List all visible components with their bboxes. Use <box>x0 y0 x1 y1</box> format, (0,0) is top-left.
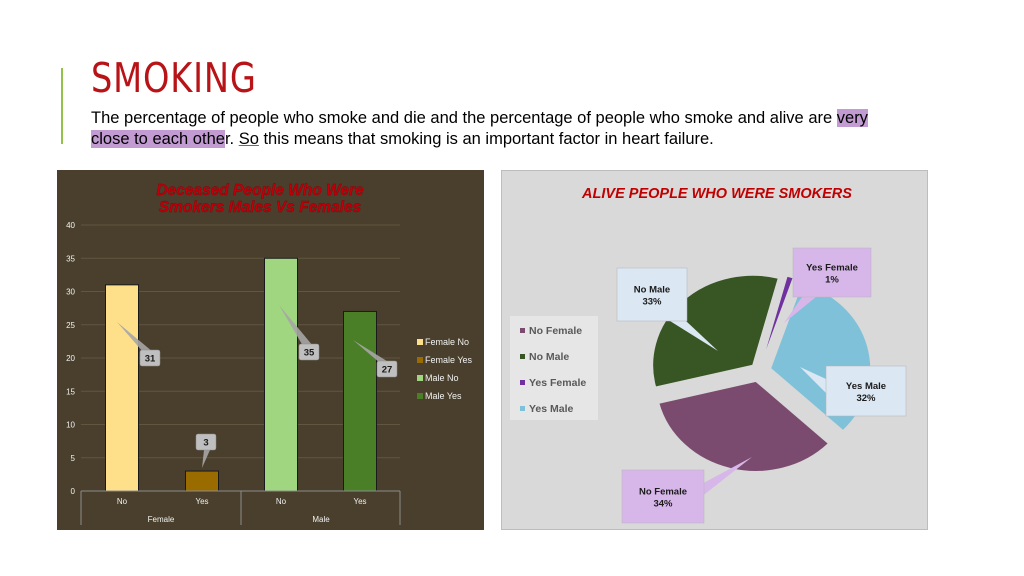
legend-entry: No Female <box>529 325 582 337</box>
pie-chart-title: ALIVE PEOPLE WHO WERE SMOKERS <box>581 186 852 202</box>
callout-name: No Female <box>639 487 687 498</box>
callout-box <box>616 267 688 322</box>
data-label-box <box>298 343 320 361</box>
y-tick-label: 35 <box>66 254 75 263</box>
callout-percent: 32% <box>856 393 876 404</box>
data-label-pointer <box>279 305 313 346</box>
pie-chart-svg: ALIVE PEOPLE WHO WERE SMOKERS No FemaleN… <box>510 186 907 524</box>
legend-entry: Female No <box>425 337 469 347</box>
y-tick-label: 15 <box>66 387 75 396</box>
y-tick-label: 40 <box>66 221 75 230</box>
x-category-label: Yes <box>353 497 366 506</box>
legend-swatch <box>417 375 423 381</box>
callout-box <box>792 247 872 298</box>
data-label-pointer <box>353 340 390 363</box>
y-tick-label: 5 <box>71 454 76 463</box>
deceased-smokers-bar-chart: Deceased People Who Were Smokers Males V… <box>57 170 484 530</box>
x-category-label: No <box>117 497 128 506</box>
x-group-label: Male <box>312 515 330 524</box>
legend-swatch <box>417 339 423 345</box>
data-label: 35 <box>304 348 315 359</box>
x-category-label: Yes <box>195 497 208 506</box>
bar <box>105 284 139 492</box>
legend-swatch <box>520 406 525 411</box>
y-tick-label: 30 <box>66 288 75 297</box>
bar-chart-title-line1: Deceased People Who Were <box>156 182 364 199</box>
callout-pointer <box>670 321 718 351</box>
legend-swatch <box>520 380 525 385</box>
bar-chart-title-line2: Smokers Males Vs Females <box>159 199 362 216</box>
callout-box <box>825 365 907 417</box>
legend-entry: Yes Male <box>529 403 574 415</box>
body-text-part2: r. <box>224 130 239 148</box>
data-label: 31 <box>145 354 156 365</box>
callout-name: Yes Female <box>806 263 858 274</box>
legend-swatch <box>520 354 525 359</box>
legend-box <box>510 316 598 420</box>
callout-percent: 1% <box>825 275 839 286</box>
data-label-box <box>376 360 398 378</box>
legend-entry: Male Yes <box>425 391 462 401</box>
callout-name: Yes Male <box>846 381 886 392</box>
data-label-box <box>139 349 161 367</box>
y-tick-label: 10 <box>66 421 75 430</box>
callout-pointer <box>696 457 752 501</box>
data-label-pointer <box>117 322 153 352</box>
bar-chart-legend: Female No Female Yes Male No Male Yes <box>417 337 473 401</box>
bar-chart-svg: Deceased People Who Were Smokers Males V… <box>66 182 473 525</box>
legend-entry: No Male <box>529 351 569 363</box>
data-label-box <box>195 433 217 451</box>
alive-smokers-pie-chart: ALIVE PEOPLE WHO WERE SMOKERS No Female N… <box>501 170 928 530</box>
data-label-pointer <box>202 450 210 468</box>
slide-body-text: The percentage of people who smoke and d… <box>91 108 911 150</box>
callout-name: No Male <box>634 285 670 296</box>
body-text-underlined: So <box>238 130 259 148</box>
bar <box>264 257 298 492</box>
bar <box>185 470 219 492</box>
bar <box>343 310 377 492</box>
bar-chart-x-axis: No Yes No Yes Female Male <box>80 490 401 525</box>
data-label: 3 <box>203 438 208 449</box>
legend-swatch <box>417 357 423 363</box>
y-tick-label: 0 <box>71 487 76 496</box>
slide-title: SMOKING <box>91 54 257 102</box>
body-text-part3: this means that smoking is an important … <box>258 130 714 148</box>
callout-pointer <box>800 367 826 393</box>
pie-slice <box>658 380 830 472</box>
pie-chart-legend: No Female No Male Yes Female Yes Male <box>510 316 598 420</box>
data-label: 27 <box>382 365 393 376</box>
x-group-label: Female <box>148 515 175 524</box>
accent-bar <box>61 68 63 144</box>
callout-box <box>621 469 705 524</box>
body-text-part1: The percentage of people who smoke and d… <box>91 109 837 127</box>
legend-entry: Male No <box>425 373 459 383</box>
legend-entry: Female Yes <box>425 355 473 365</box>
legend-entry: Yes Female <box>529 377 586 389</box>
bar-chart-bars: 31 3 35 27 <box>105 257 398 492</box>
legend-swatch <box>520 328 525 333</box>
legend-swatch <box>417 393 423 399</box>
callout-pointer <box>784 297 816 323</box>
x-category-label: No <box>276 497 287 506</box>
bar-chart-y-ticks: 0 5 10 15 20 25 30 35 40 <box>66 221 75 496</box>
callout-percent: 33% <box>642 297 662 308</box>
callout-percent: 34% <box>653 499 673 510</box>
y-tick-label: 25 <box>66 321 75 330</box>
y-tick-label: 20 <box>66 354 75 363</box>
